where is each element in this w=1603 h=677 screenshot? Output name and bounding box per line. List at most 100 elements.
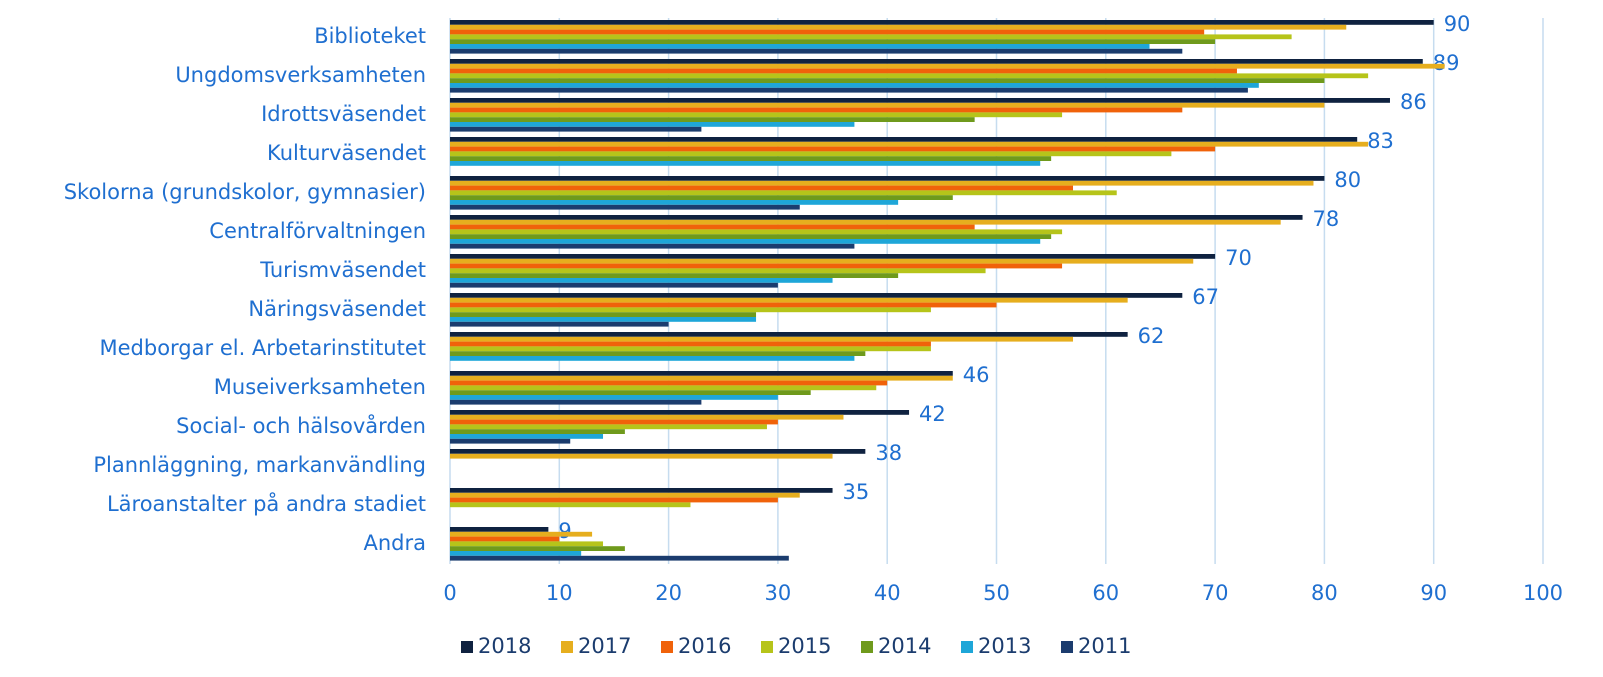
bar [450,541,604,547]
bar [450,502,691,508]
x-tick-label: 10 [546,581,573,605]
bar [450,161,1041,166]
bar [450,44,1150,49]
bar [450,278,833,283]
bar [450,293,1183,298]
value-label: 42 [919,402,946,426]
bar [450,268,986,274]
bar [450,273,899,278]
bar [450,302,997,308]
bar [450,78,1325,83]
bar [450,176,1325,181]
value-label: 90 [1444,12,1471,36]
value-label: 9 [558,519,571,543]
bar [450,453,833,459]
bar [450,117,975,122]
y-tick-label: Plannläggning, markanvändling [93,453,426,477]
y-tick-label: Näringsväsendet [248,297,426,321]
x-tick-label: 90 [1420,581,1447,605]
bar [450,34,1292,40]
legend-swatch [561,641,573,653]
bar [450,137,1358,142]
bar [450,380,888,386]
y-tick-label: Museiverksamheten [214,375,426,399]
legend-label: 2011 [1078,634,1131,658]
bar [450,356,855,361]
y-tick-label: Kulturväsendet [267,141,426,165]
y-tick-label: Social- och hälsovården [176,413,426,438]
bar [450,390,811,395]
legend-label: 2015 [778,634,831,658]
legend-label: 2014 [878,634,931,658]
bar [450,185,1074,191]
bar [450,434,604,439]
bar [450,24,1347,30]
bar [450,449,866,454]
x-tick-label: 40 [874,581,901,605]
bar [450,282,778,288]
value-label: 62 [1138,324,1165,348]
y-tick-label: Medborgar el. Arbetarinstitutet [100,336,427,360]
bar [450,336,1074,342]
legend-swatch [961,641,973,653]
bar [450,536,560,542]
bar [450,29,1205,35]
bar [450,263,1063,269]
legend-label: 2013 [978,634,1031,658]
value-label: 86 [1400,90,1427,114]
bar [450,59,1423,64]
y-tick-label: Läroanstalter på andra stadiet [107,491,426,516]
bar [450,20,1434,25]
y-tick-label: Centralförvaltningen [209,219,426,243]
bar [450,492,800,498]
bar [450,297,1128,303]
bar [450,48,1183,54]
value-label: 80 [1334,168,1361,192]
bar [450,126,702,132]
bar [450,180,1314,186]
value-label: 78 [1313,207,1340,231]
bar [450,555,789,561]
bar [450,419,778,425]
bar [450,141,1369,147]
bar [450,531,593,537]
bar [450,497,778,503]
legend-label: 2017 [578,634,631,658]
bar [450,429,625,434]
bar [450,424,767,430]
bar [450,156,1052,161]
value-label: 67 [1192,285,1219,309]
x-tick-label: 50 [983,581,1010,605]
bar [450,63,1445,69]
legend-swatch [1061,641,1073,653]
legend: 2018 2017 2016 2015 2014 2013 2011 [461,634,1131,658]
bar [450,151,1172,157]
bar [450,551,582,556]
legend-swatch [861,641,873,653]
bar [450,122,855,127]
bar [450,234,1052,239]
legend-label: 2016 [678,634,731,658]
bar [450,488,833,493]
y-tick-label: Idrottsväsendet [261,102,426,126]
x-tick-label: 0 [443,581,456,605]
bar [450,321,669,327]
bar [450,341,931,347]
bar [450,317,757,322]
value-label: 89 [1433,51,1460,75]
bar [450,243,855,249]
bar [450,385,877,391]
y-tick-label: Ungdomsverksamheten [175,63,426,87]
bar [450,224,975,230]
bar [450,204,800,210]
bar [450,346,931,352]
bar [450,68,1237,74]
x-tick-label: 30 [765,581,792,605]
bar [450,527,549,532]
bar [450,229,1063,235]
bar [450,215,1303,220]
bar [450,371,953,376]
legend-label: 2018 [478,634,531,658]
value-label: 46 [963,363,990,387]
y-tick-label: Skolorna (grundskolor, gymnasier) [64,180,426,204]
